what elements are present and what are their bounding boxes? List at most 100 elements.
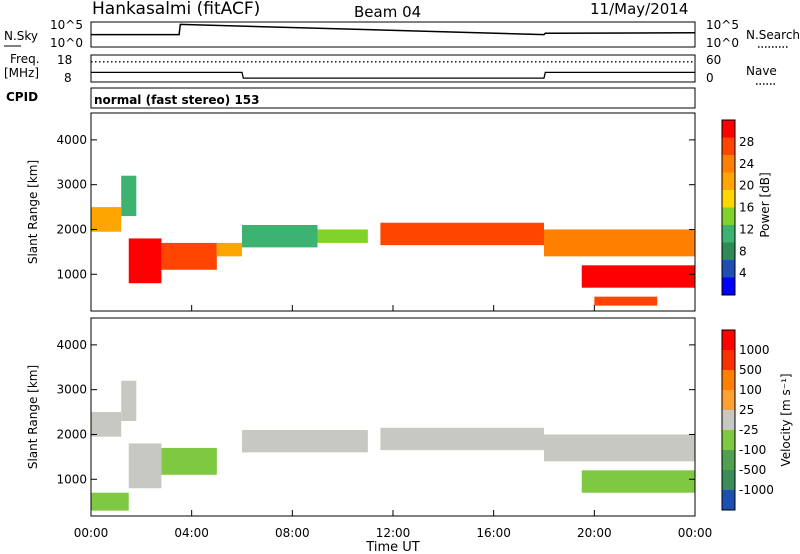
colorbar-frame (721, 119, 736, 296)
colorbar-segment (722, 490, 735, 510)
heatmap-cell (121, 380, 137, 422)
x-tick-label: 16:00 (476, 526, 511, 540)
frequency-line (91, 71, 695, 79)
power-colorbar-label: Power [dB] (758, 172, 772, 237)
colorbar-segment (722, 350, 735, 370)
cpid-text: normal (fast stereo) 153 (94, 93, 260, 107)
heatmap-cell (544, 434, 695, 462)
colorbar-segment (722, 120, 735, 138)
heatmap-cell (380, 222, 544, 246)
colorbar-tick-label: -1000 (739, 483, 774, 497)
y-tick-label: 2000 (56, 427, 87, 441)
power-y-axis: 4000 3000 2000 1000 (56, 133, 695, 281)
heatmap-cell (161, 242, 217, 270)
y-tick-label: 2000 (56, 222, 87, 236)
colorbar-segment (722, 390, 735, 410)
x-tick-label: 04:00 (174, 526, 209, 540)
power-heatmap (91, 175, 695, 306)
cpid-panel: CPID normal (fast stereo) 153 (6, 87, 696, 109)
colorbar-tick-label: -100 (739, 443, 766, 457)
station-title: Hankasalmi (fitACF) (92, 0, 260, 19)
heatmap-cell (544, 229, 695, 257)
nave-right-label: Nave (746, 64, 777, 78)
frequency-panel: Freq. [MHz] 18 8 60 0 Nave (4, 52, 777, 85)
velocity-ylabel: Slant Range [km] (26, 365, 40, 469)
colorbar-tick-label: -25 (739, 423, 759, 437)
heatmap-cell (216, 242, 242, 257)
noise-left-tick-bottom: 10^0 (50, 36, 83, 50)
velocity-panel: 4000 3000 2000 1000 Slant Range [km] 1000 50… (26, 317, 793, 517)
xaxis-label: Time UT (365, 540, 419, 554)
heatmap-cell (581, 265, 695, 288)
colorbar-tick-label: 1000 (739, 343, 770, 357)
colorbar-tick-label: 100 (739, 383, 762, 397)
colorbar-tick-label: 28 (739, 135, 754, 149)
x-tick-label: 00:00 (74, 526, 109, 540)
x-tick-label: 12:00 (376, 526, 411, 540)
freq-left-label-2: [MHz] (4, 66, 39, 80)
colorbar-tick-label: 12 (739, 222, 754, 236)
x-tick-label: 08:00 (275, 526, 310, 540)
velocity-colorbar-label: Velocity [m s⁻¹] (779, 373, 793, 466)
time-axis: 00:00 04:00 08:00 12:00 16:00 20:00 00:00 (74, 305, 712, 540)
heatmap-cell (91, 412, 122, 437)
freq-left-tick-bottom: 8 (64, 71, 72, 85)
colorbar-tick-label: -500 (739, 463, 766, 477)
colorbar-tick-label: 25 (739, 403, 754, 417)
colorbar-segment (722, 242, 735, 260)
freq-left-tick-top: 18 (57, 53, 72, 67)
nave-right-tick-top: 60 (706, 53, 721, 67)
colorbar-segment (722, 410, 735, 430)
colorbar-segment (722, 137, 735, 155)
nave-right-tick-bottom: 0 (706, 71, 714, 85)
heatmap-cell (242, 224, 318, 248)
colorbar-tick-label: 500 (739, 363, 762, 377)
colorbar-segment (722, 225, 735, 243)
velocity-heatmap (91, 380, 695, 511)
y-tick-label: 3000 (56, 178, 87, 192)
heatmap-cell (128, 238, 162, 284)
velocity-y-axis: 4000 3000 2000 1000 (56, 338, 695, 486)
noise-right-tick-top: 10^5 (706, 18, 739, 32)
colorbar-segment (722, 190, 735, 208)
noise-panel: N.Sky 10^5 10^0 10^5 10^0 N.Search (4, 18, 800, 50)
y-tick-label: 4000 (56, 338, 87, 352)
colorbar-segment (722, 155, 735, 173)
date-title: 11/May/2014 (590, 0, 688, 18)
colorbar-tick-label: 4 (739, 266, 747, 280)
colorbar-segment (722, 207, 735, 225)
noise-panel-frame (90, 21, 696, 48)
colorbar-tick-label: 20 (739, 179, 754, 193)
colorbar-segment (722, 277, 735, 295)
colorbar-segment (722, 450, 735, 470)
colorbar-segment (722, 330, 735, 350)
noise-right-tick-bottom: 10^0 (706, 36, 739, 50)
noise-right-label: N.Search (746, 28, 800, 42)
noise-left-label: N.Sky (4, 29, 38, 43)
colorbar-segment (722, 470, 735, 490)
colorbar-segment (722, 172, 735, 190)
heatmap-cell (594, 296, 658, 306)
colorbar-segment (722, 260, 735, 278)
heatmap-cell (317, 229, 368, 243)
heatmap-cell (161, 447, 217, 475)
heatmap-cell (128, 443, 162, 489)
y-tick-label: 1000 (56, 472, 87, 486)
heatmap-cell (91, 492, 129, 511)
colorbar-tick-label: 8 (739, 244, 747, 258)
cpid-panel-frame (90, 87, 696, 109)
colorbar-frame (721, 329, 736, 511)
colorbar-tick-label: 16 (739, 201, 754, 215)
colorbar-segment (722, 430, 735, 450)
noise-left-tick-top: 10^5 (50, 18, 83, 32)
freq-left-label-1: Freq. (10, 52, 40, 66)
beam-title: Beam 04 (354, 3, 421, 21)
heatmap-cell (91, 207, 122, 232)
power-colorbar: 28 24 20 16 12 8 4 (721, 119, 754, 296)
heatmap-cell (242, 429, 368, 453)
cpid-label: CPID (6, 90, 38, 104)
y-tick-label: 1000 (56, 267, 87, 281)
velocity-colorbar: 1000 500 100 25 -25 -100 -500 -1000 (721, 329, 774, 511)
power-ylabel: Slant Range [km] (26, 160, 40, 264)
colorbar-tick-label: 24 (739, 157, 754, 171)
